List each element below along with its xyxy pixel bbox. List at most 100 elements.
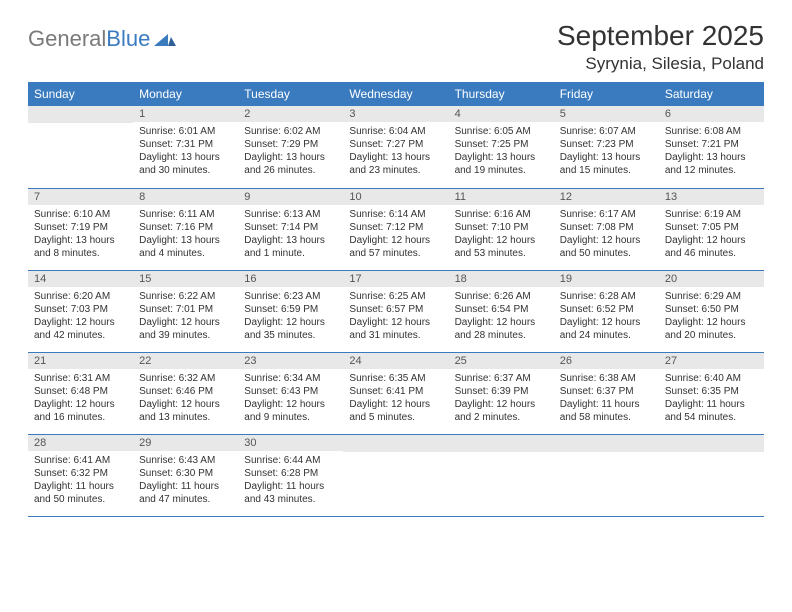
day-number: 23	[238, 353, 343, 369]
day-number: 13	[659, 189, 764, 205]
daylight-text: Daylight: 12 hours and 13 minutes.	[139, 398, 232, 424]
day-number: 3	[343, 106, 448, 122]
day-number: 18	[449, 271, 554, 287]
sunrise-text: Sunrise: 6:37 AM	[455, 372, 548, 385]
sunrise-text: Sunrise: 6:29 AM	[665, 290, 758, 303]
daylight-text: Daylight: 13 hours and 23 minutes.	[349, 151, 442, 177]
day-cell: 3Sunrise: 6:04 AMSunset: 7:27 PMDaylight…	[343, 106, 448, 188]
day-body: Sunrise: 6:38 AMSunset: 6:37 PMDaylight:…	[554, 369, 659, 430]
sunrise-text: Sunrise: 6:40 AM	[665, 372, 758, 385]
day-cell: 21Sunrise: 6:31 AMSunset: 6:48 PMDayligh…	[28, 352, 133, 434]
sunrise-text: Sunrise: 6:01 AM	[139, 125, 232, 138]
daylight-text: Daylight: 12 hours and 42 minutes.	[34, 316, 127, 342]
daylight-text: Daylight: 12 hours and 35 minutes.	[244, 316, 337, 342]
dayhead-thursday: Thursday	[449, 82, 554, 106]
day-body: Sunrise: 6:16 AMSunset: 7:10 PMDaylight:…	[449, 205, 554, 266]
logo: GeneralBlue	[28, 26, 176, 52]
daylight-text: Daylight: 12 hours and 50 minutes.	[560, 234, 653, 260]
sunset-text: Sunset: 6:46 PM	[139, 385, 232, 398]
day-body: Sunrise: 6:20 AMSunset: 7:03 PMDaylight:…	[28, 287, 133, 348]
day-number: 8	[133, 189, 238, 205]
day-number	[449, 435, 554, 452]
day-number: 9	[238, 189, 343, 205]
day-cell: 23Sunrise: 6:34 AMSunset: 6:43 PMDayligh…	[238, 352, 343, 434]
sunrise-text: Sunrise: 6:22 AM	[139, 290, 232, 303]
day-number: 14	[28, 271, 133, 287]
month-title: September 2025	[557, 20, 764, 52]
day-number: 27	[659, 353, 764, 369]
day-cell	[554, 434, 659, 516]
daylight-text: Daylight: 11 hours and 58 minutes.	[560, 398, 653, 424]
sunrise-text: Sunrise: 6:28 AM	[560, 290, 653, 303]
day-number: 19	[554, 271, 659, 287]
sunrise-text: Sunrise: 6:13 AM	[244, 208, 337, 221]
day-body: Sunrise: 6:05 AMSunset: 7:25 PMDaylight:…	[449, 122, 554, 183]
daylight-text: Daylight: 12 hours and 5 minutes.	[349, 398, 442, 424]
day-cell: 24Sunrise: 6:35 AMSunset: 6:41 PMDayligh…	[343, 352, 448, 434]
sunrise-text: Sunrise: 6:23 AM	[244, 290, 337, 303]
day-number: 1	[133, 106, 238, 122]
day-body: Sunrise: 6:19 AMSunset: 7:05 PMDaylight:…	[659, 205, 764, 266]
dayhead-friday: Friday	[554, 82, 659, 106]
day-header-row: Sunday Monday Tuesday Wednesday Thursday…	[28, 82, 764, 106]
day-body: Sunrise: 6:23 AMSunset: 6:59 PMDaylight:…	[238, 287, 343, 348]
day-body: Sunrise: 6:37 AMSunset: 6:39 PMDaylight:…	[449, 369, 554, 430]
sunset-text: Sunset: 6:37 PM	[560, 385, 653, 398]
sunset-text: Sunset: 6:32 PM	[34, 467, 127, 480]
day-cell: 28Sunrise: 6:41 AMSunset: 6:32 PMDayligh…	[28, 434, 133, 516]
sunrise-text: Sunrise: 6:07 AM	[560, 125, 653, 138]
sunrise-text: Sunrise: 6:41 AM	[34, 454, 127, 467]
day-body: Sunrise: 6:41 AMSunset: 6:32 PMDaylight:…	[28, 451, 133, 512]
daylight-text: Daylight: 13 hours and 19 minutes.	[455, 151, 548, 177]
sunrise-text: Sunrise: 6:44 AM	[244, 454, 337, 467]
day-cell: 11Sunrise: 6:16 AMSunset: 7:10 PMDayligh…	[449, 188, 554, 270]
sunrise-text: Sunrise: 6:43 AM	[139, 454, 232, 467]
day-cell: 27Sunrise: 6:40 AMSunset: 6:35 PMDayligh…	[659, 352, 764, 434]
day-number: 7	[28, 189, 133, 205]
sunrise-text: Sunrise: 6:20 AM	[34, 290, 127, 303]
day-number: 22	[133, 353, 238, 369]
day-body: Sunrise: 6:34 AMSunset: 6:43 PMDaylight:…	[238, 369, 343, 430]
daylight-text: Daylight: 13 hours and 4 minutes.	[139, 234, 232, 260]
week-row: 7Sunrise: 6:10 AMSunset: 7:19 PMDaylight…	[28, 188, 764, 270]
day-cell: 22Sunrise: 6:32 AMSunset: 6:46 PMDayligh…	[133, 352, 238, 434]
day-cell	[449, 434, 554, 516]
day-cell: 6Sunrise: 6:08 AMSunset: 7:21 PMDaylight…	[659, 106, 764, 188]
daylight-text: Daylight: 12 hours and 9 minutes.	[244, 398, 337, 424]
day-number: 11	[449, 189, 554, 205]
daylight-text: Daylight: 12 hours and 24 minutes.	[560, 316, 653, 342]
daylight-text: Daylight: 12 hours and 57 minutes.	[349, 234, 442, 260]
day-cell	[659, 434, 764, 516]
day-number: 12	[554, 189, 659, 205]
day-body: Sunrise: 6:43 AMSunset: 6:30 PMDaylight:…	[133, 451, 238, 512]
day-number: 30	[238, 435, 343, 451]
day-cell: 30Sunrise: 6:44 AMSunset: 6:28 PMDayligh…	[238, 434, 343, 516]
day-number: 5	[554, 106, 659, 122]
day-cell	[343, 434, 448, 516]
week-row: 1Sunrise: 6:01 AMSunset: 7:31 PMDaylight…	[28, 106, 764, 188]
day-number: 15	[133, 271, 238, 287]
dayhead-tuesday: Tuesday	[238, 82, 343, 106]
sunset-text: Sunset: 7:12 PM	[349, 221, 442, 234]
daylight-text: Daylight: 12 hours and 16 minutes.	[34, 398, 127, 424]
sunset-text: Sunset: 6:30 PM	[139, 467, 232, 480]
day-body: Sunrise: 6:07 AMSunset: 7:23 PMDaylight:…	[554, 122, 659, 183]
daylight-text: Daylight: 13 hours and 12 minutes.	[665, 151, 758, 177]
sunrise-text: Sunrise: 6:34 AM	[244, 372, 337, 385]
day-cell: 18Sunrise: 6:26 AMSunset: 6:54 PMDayligh…	[449, 270, 554, 352]
day-number: 2	[238, 106, 343, 122]
logo-text-general: General	[28, 26, 106, 52]
day-cell: 14Sunrise: 6:20 AMSunset: 7:03 PMDayligh…	[28, 270, 133, 352]
sunset-text: Sunset: 6:50 PM	[665, 303, 758, 316]
sunrise-text: Sunrise: 6:04 AM	[349, 125, 442, 138]
sunset-text: Sunset: 6:54 PM	[455, 303, 548, 316]
dayhead-sunday: Sunday	[28, 82, 133, 106]
day-number: 28	[28, 435, 133, 451]
logo-text-blue: Blue	[106, 26, 150, 52]
day-cell: 5Sunrise: 6:07 AMSunset: 7:23 PMDaylight…	[554, 106, 659, 188]
sunrise-text: Sunrise: 6:35 AM	[349, 372, 442, 385]
sunrise-text: Sunrise: 6:10 AM	[34, 208, 127, 221]
daylight-text: Daylight: 13 hours and 30 minutes.	[139, 151, 232, 177]
day-body: Sunrise: 6:08 AMSunset: 7:21 PMDaylight:…	[659, 122, 764, 183]
day-cell: 4Sunrise: 6:05 AMSunset: 7:25 PMDaylight…	[449, 106, 554, 188]
